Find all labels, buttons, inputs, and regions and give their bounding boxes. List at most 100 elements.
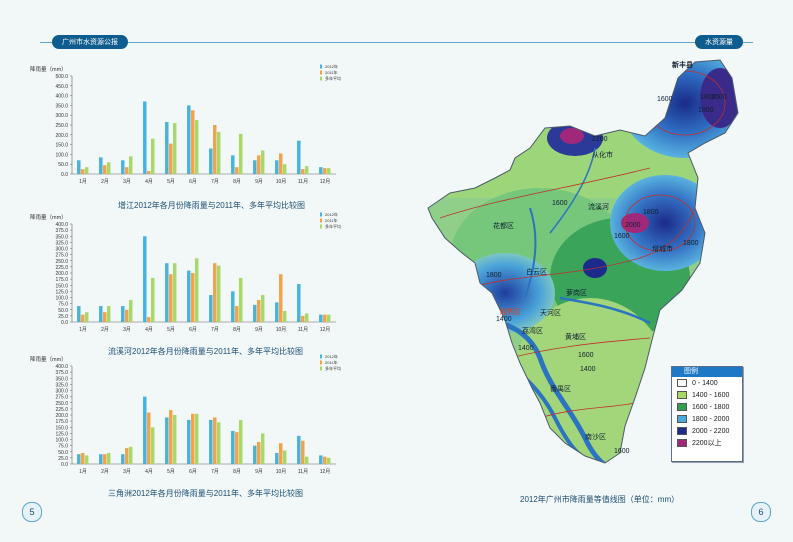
rainfall-chart-delta: 降雨量（mm） 0.0 25.0 50.0 75.0 100.0 125.0 150.0 175… bbox=[28, 352, 348, 492]
bar bbox=[275, 160, 279, 174]
bar bbox=[301, 169, 305, 174]
bar bbox=[77, 306, 81, 322]
bar bbox=[106, 162, 111, 174]
bar bbox=[297, 435, 301, 464]
bar bbox=[260, 150, 265, 174]
legend-label: 2012年 bbox=[325, 353, 338, 359]
bar bbox=[257, 299, 261, 322]
legend-label: 多年平均 bbox=[325, 365, 341, 371]
x-tick-label: 12月 bbox=[320, 327, 331, 333]
bar bbox=[165, 417, 169, 464]
legend-label: 2011年 bbox=[325, 217, 338, 223]
bar bbox=[209, 295, 213, 322]
bar bbox=[191, 413, 195, 464]
legend-label: 2200以上 bbox=[692, 440, 722, 447]
bar bbox=[121, 160, 125, 174]
x-tick-label: 3月 bbox=[123, 469, 131, 475]
legend-label: 2011年 bbox=[325, 359, 338, 365]
bar bbox=[125, 448, 129, 464]
y-tick-label: 400.0 bbox=[55, 222, 68, 228]
bar bbox=[213, 263, 217, 322]
bar bbox=[304, 313, 309, 322]
y-tick-label: 350.0 bbox=[55, 376, 68, 382]
legend-swatch bbox=[677, 379, 687, 387]
district-label: 南沙区 bbox=[585, 434, 606, 441]
y-tick-label: 200.0 bbox=[55, 413, 68, 419]
x-tick-label: 12月 bbox=[320, 469, 331, 475]
chart-title-delta: 三角洲2012年各月份降雨量与2011年、多年平均比较图 bbox=[108, 489, 303, 498]
bar bbox=[235, 167, 239, 174]
bar bbox=[257, 155, 261, 174]
chart-canvas: 降雨量（mm） 0.025.050.075.0100.0125.0150.0175… bbox=[30, 353, 341, 475]
bar bbox=[275, 302, 279, 322]
y-tick-label: 275.0 bbox=[55, 253, 68, 259]
legend-swatch bbox=[320, 76, 322, 81]
bar bbox=[128, 446, 133, 464]
isoline-label: 1800 bbox=[486, 272, 502, 279]
bar bbox=[301, 315, 305, 322]
legend-item: 1800 - 2000 bbox=[672, 413, 742, 425]
x-tick-label: 10月 bbox=[276, 327, 287, 333]
bar bbox=[99, 454, 103, 464]
bar bbox=[282, 164, 287, 174]
y-tick-label: 0.0 bbox=[61, 172, 68, 178]
chart-canvas: 降雨量（mm） 0.0 50.0 100.0 150.0 200.0 250.0 300.0 3… bbox=[30, 63, 341, 185]
rainfall-chart-liuxihe: 降雨量（mm） 0.0 25.0 50.0 75.0 100.0 125.0 150.0 175… bbox=[28, 210, 348, 350]
y-tick-label: 50.0 bbox=[58, 450, 68, 456]
y-axis-label: 降雨量（mm） bbox=[30, 355, 67, 363]
x-tick-label: 8月 bbox=[233, 179, 241, 185]
legend-swatch bbox=[677, 439, 687, 447]
y-tick-label: 300.0 bbox=[55, 389, 68, 395]
bar bbox=[81, 452, 85, 464]
y-tick-label: 100.0 bbox=[55, 296, 68, 302]
legend-swatch bbox=[677, 391, 687, 399]
bar bbox=[282, 450, 287, 464]
x-tick-label: 12月 bbox=[320, 179, 331, 185]
legend-label: 1600 - 1800 bbox=[692, 403, 730, 411]
bar bbox=[319, 314, 323, 322]
bar bbox=[99, 157, 103, 174]
bar bbox=[326, 168, 331, 174]
x-tick-label: 5月 bbox=[167, 179, 175, 185]
bar bbox=[323, 456, 327, 464]
x-tick-label: 1月 bbox=[79, 469, 87, 475]
legend-swatch bbox=[320, 354, 322, 359]
y-tick-label: 275.0 bbox=[55, 395, 68, 401]
y-tick-label: 325.0 bbox=[55, 382, 68, 388]
bar bbox=[106, 306, 111, 322]
y-tick-label: 250.0 bbox=[55, 401, 68, 407]
bar bbox=[279, 274, 283, 322]
bar bbox=[238, 133, 243, 174]
bar bbox=[213, 417, 217, 464]
x-tick-label: 5月 bbox=[167, 469, 175, 475]
bar bbox=[194, 258, 199, 322]
page-number-right: 6 bbox=[751, 502, 771, 522]
x-tick-label: 3月 bbox=[123, 179, 131, 185]
legend-swatch bbox=[677, 415, 687, 423]
x-tick-label: 9月 bbox=[255, 179, 263, 185]
isoline-label: 1600 bbox=[614, 448, 630, 455]
bar bbox=[238, 277, 243, 322]
bar bbox=[260, 295, 265, 322]
isoline-label: 1400 bbox=[496, 316, 512, 323]
isoline-label: 2000 bbox=[711, 94, 727, 101]
bar bbox=[77, 160, 81, 174]
legend-swatch bbox=[320, 212, 322, 217]
isoline-label: 1600 bbox=[578, 352, 594, 359]
y-tick-label: 350.0 bbox=[55, 103, 68, 109]
chart-title-liuxihe: 流溪河2012年各月份降雨量与2011年、多年平均比较图 bbox=[108, 347, 303, 356]
y-tick-label: 175.0 bbox=[55, 277, 68, 283]
map-legend: 图例 0 - 1400 1400 - 1600 1600 - 1800 1800 - … bbox=[671, 366, 743, 462]
x-tick-label: 4月 bbox=[145, 327, 153, 333]
chart-title-zengjiang: 增江2012年各月份降雨量与2011年、多年平均比较图 bbox=[118, 201, 305, 210]
legend-label: 多年平均 bbox=[325, 75, 341, 81]
bar bbox=[150, 138, 155, 174]
x-tick-label: 3月 bbox=[123, 327, 131, 333]
bar bbox=[191, 110, 195, 174]
bar bbox=[165, 263, 169, 322]
y-tick-label: 300.0 bbox=[55, 113, 68, 119]
bar bbox=[275, 452, 279, 464]
bar bbox=[121, 306, 125, 322]
bar bbox=[257, 441, 261, 464]
x-tick-label: 10月 bbox=[276, 179, 287, 185]
